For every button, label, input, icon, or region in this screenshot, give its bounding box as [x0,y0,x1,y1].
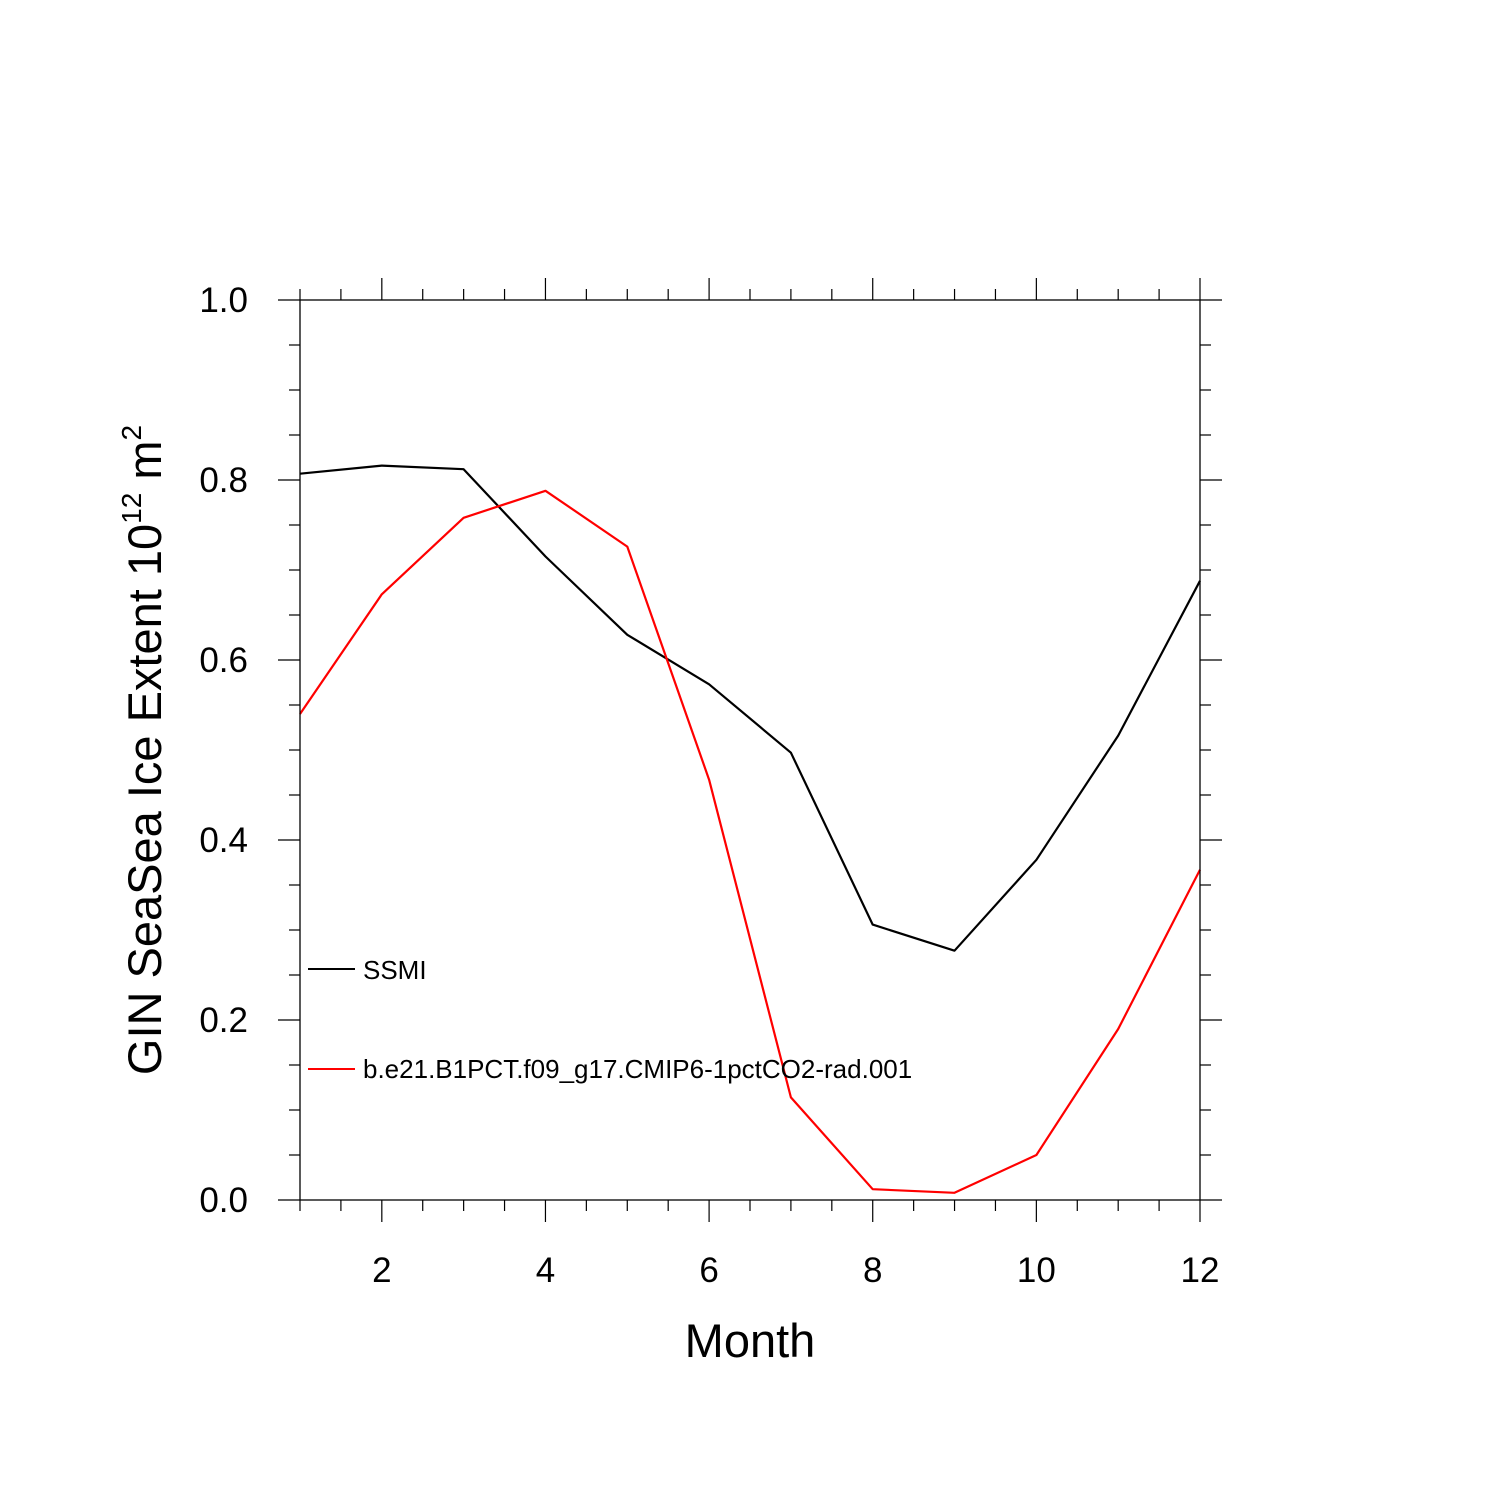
y-axis-title-exponent-1: 12 [116,493,147,524]
x-tick-label: 8 [863,1251,882,1290]
series-layer [299,464,1201,1194]
y-tick-label: 1.0 [199,281,248,320]
y-tick-label: 0.8 [199,461,248,500]
plot-frame [299,299,1201,1201]
x-axis-title: Month [685,1314,816,1367]
x-tick-label: 10 [1017,1251,1056,1290]
legend-label-ssmi: SSMI [363,955,427,985]
y-tick-label: 0.6 [199,641,248,680]
y-tick-label: 0.4 [199,821,248,860]
series-line-model [299,489,1201,1194]
y-tick-labels: 0.0 0.2 0.4 0.6 0.8 1.0 [199,281,248,1220]
minor-ticks [289,289,1211,1211]
x-tick-label: 4 [536,1251,555,1290]
series-line-ssmi [299,464,1201,952]
x-tick-label: 2 [372,1251,391,1290]
y-axis-title-main: GIN SeaSea Ice Extent 10 [118,524,171,1075]
x-tick-label: 12 [1181,1251,1220,1290]
x-tick-labels: 2 4 6 8 10 12 [372,1251,1219,1290]
legend: SSMI b.e21.B1PCT.f09_g17.CMIP6-1pctCO2-r… [308,955,912,1084]
major-ticks [278,278,1222,1222]
y-axis-title: GIN SeaSea Ice Extent 1012 m2 [116,425,171,1075]
y-axis-title-unit: m [118,440,171,492]
y-tick-label: 0.2 [199,1001,248,1040]
y-tick-label: 0.0 [199,1181,248,1220]
x-tick-label: 6 [699,1251,718,1290]
legend-label-model: b.e21.B1PCT.f09_g17.CMIP6-1pctCO2-rad.00… [363,1054,912,1084]
y-axis-title-exponent-2: 2 [116,425,147,441]
